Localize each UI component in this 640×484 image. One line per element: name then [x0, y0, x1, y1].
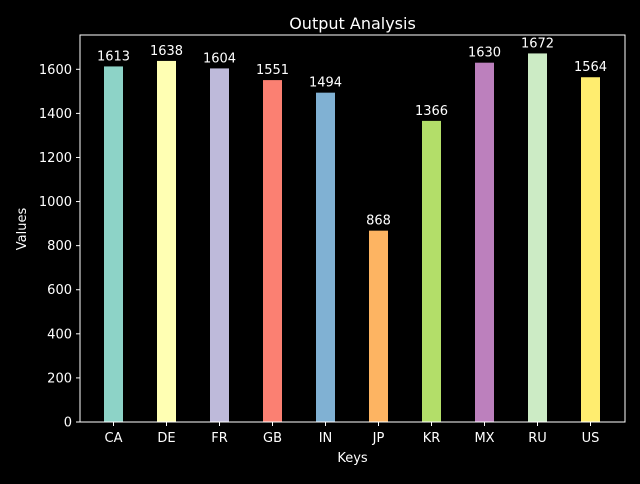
x-axis-label: Keys — [337, 451, 368, 466]
y-tick-label-200: 200 — [47, 371, 72, 386]
bar-jp — [369, 230, 388, 422]
y-tick-label-600: 600 — [47, 283, 72, 298]
x-tick-label-gb: GB — [263, 431, 282, 446]
y-tick-label-1000: 1000 — [39, 195, 72, 210]
data-label-gb: 1551 — [256, 63, 289, 78]
x-tick-label-ca: CA — [105, 431, 123, 446]
y-tick-label-800: 800 — [47, 239, 72, 254]
x-axis-ticks: CA DE FR GB IN JP KR MX RU US — [105, 422, 600, 446]
x-tick-label-us: US — [582, 431, 600, 446]
x-tick-label-kr: KR — [423, 431, 441, 446]
data-label-in: 1494 — [309, 76, 342, 91]
bar-us — [581, 77, 600, 423]
bar-fr — [210, 68, 229, 422]
x-tick-label-jp: JP — [372, 431, 385, 446]
y-axis-label: Values — [15, 208, 30, 251]
data-label-us: 1564 — [574, 60, 607, 75]
y-tick-label-1400: 1400 — [39, 107, 72, 122]
bar-de — [157, 60, 176, 422]
data-label-mx: 1630 — [468, 46, 501, 61]
bar-ru — [528, 53, 547, 423]
x-tick-label-in: IN — [319, 431, 333, 446]
x-tick-label-mx: MX — [474, 431, 494, 446]
x-tick-label-ru: RU — [528, 431, 547, 446]
plot-frame — [79, 34, 626, 423]
bar-gb — [263, 80, 282, 422]
data-label-ru: 1672 — [521, 36, 554, 51]
bars-layer — [104, 53, 600, 423]
bar-ca — [104, 66, 123, 422]
data-labels-layer: 1613 1638 1604 1551 1494 868 1366 1630 1672 1564 — [97, 36, 607, 228]
data-label-ca: 1613 — [97, 49, 130, 64]
x-tick-label-fr: FR — [211, 431, 228, 446]
data-label-kr: 1366 — [415, 104, 448, 119]
y-tick-label-1600: 1600 — [39, 63, 72, 78]
y-axis-ticks: 0 200 400 600 800 1000 1200 1400 1600 — [39, 63, 80, 431]
y-tick-label-400: 400 — [47, 327, 72, 342]
y-tick-label-0: 0 — [64, 416, 72, 431]
y-tick-label-1200: 1200 — [39, 151, 72, 166]
chart-title: Output Analysis — [289, 14, 416, 33]
bar-mx — [475, 62, 494, 422]
bar-in — [316, 92, 335, 422]
x-tick-label-de: DE — [157, 431, 175, 446]
bar-kr — [422, 120, 441, 422]
data-label-fr: 1604 — [203, 51, 236, 66]
data-label-jp: 868 — [366, 214, 391, 229]
data-label-de: 1638 — [150, 44, 183, 59]
